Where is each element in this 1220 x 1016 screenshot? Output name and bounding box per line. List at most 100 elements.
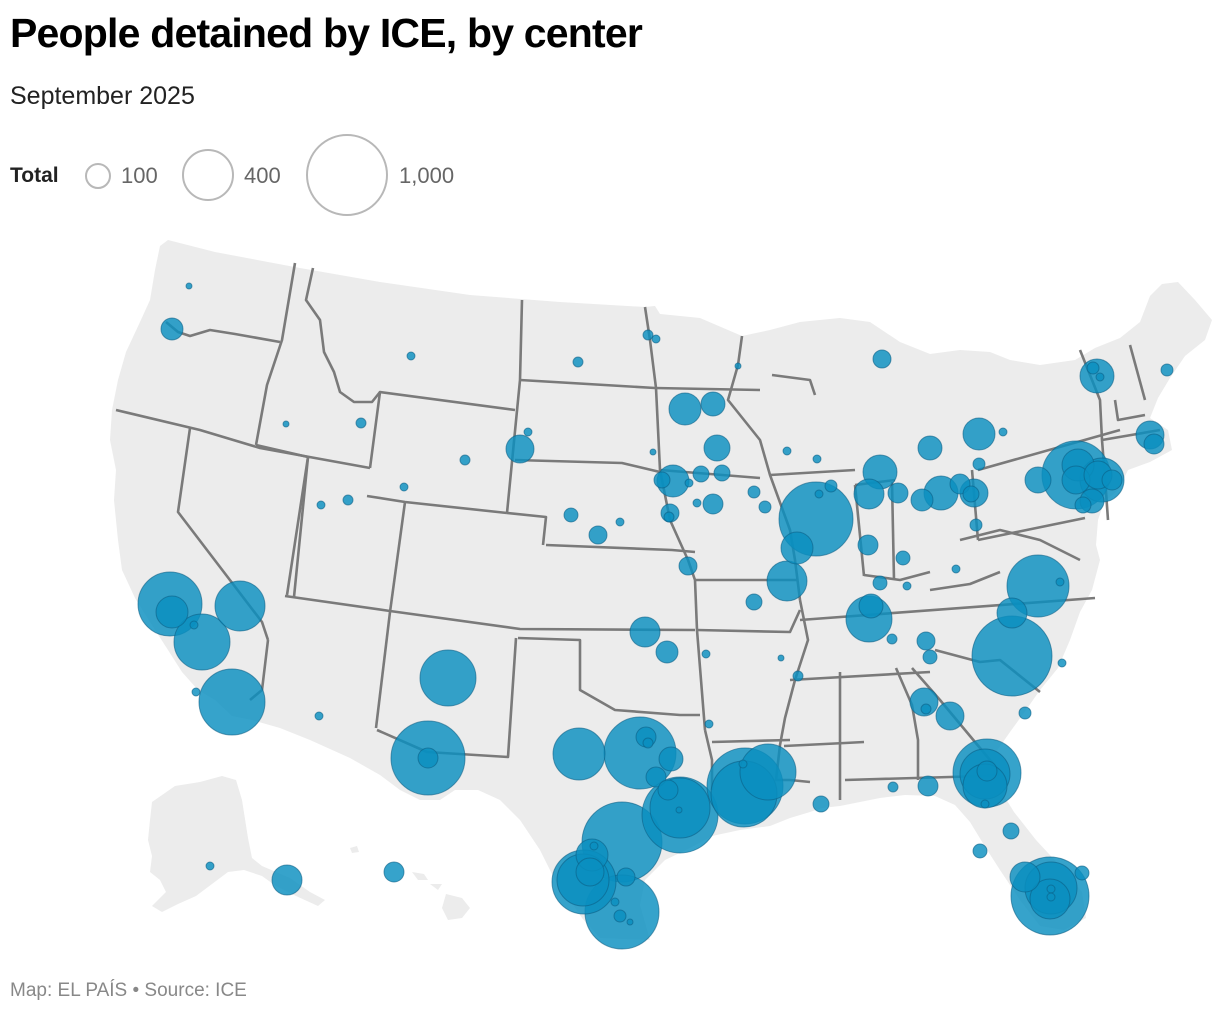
detention-center-bubble[interactable] — [675, 806, 683, 814]
detention-center-bubble[interactable] — [1101, 469, 1123, 491]
detention-center-bubble[interactable] — [701, 649, 711, 659]
detention-center-bubble[interactable] — [645, 766, 667, 788]
detention-center-bubble[interactable] — [572, 356, 584, 368]
detention-center-bubble[interactable] — [189, 620, 199, 630]
detention-center-bubble[interactable] — [1046, 884, 1056, 894]
detention-center-bubble[interactable] — [858, 593, 884, 619]
detention-center-bubble[interactable] — [692, 498, 702, 508]
detention-center-bubble[interactable] — [1006, 554, 1070, 618]
detention-center-bubble[interactable] — [692, 465, 710, 483]
detention-center-bubble[interactable] — [589, 841, 599, 851]
detention-center-bubble[interactable] — [160, 317, 184, 341]
detention-center-bubble[interactable] — [1086, 361, 1100, 375]
detention-center-bubble[interactable] — [951, 564, 961, 574]
detention-center-bubble[interactable] — [702, 493, 724, 515]
detention-center-bubble[interactable] — [316, 500, 326, 510]
detention-center-bubble[interactable] — [399, 482, 409, 492]
detention-center-bubble[interactable] — [271, 864, 303, 896]
detention-center-bubble[interactable] — [747, 485, 761, 499]
detention-center-bubble[interactable] — [1024, 466, 1052, 494]
detention-center-bubble[interactable] — [198, 668, 266, 736]
detention-center-bubble[interactable] — [419, 649, 477, 707]
detention-center-bubble[interactable] — [684, 478, 694, 488]
detention-center-bubble[interactable] — [383, 861, 405, 883]
detention-center-bubble[interactable] — [962, 485, 980, 503]
detention-center-bubble[interactable] — [523, 427, 533, 437]
detention-center-bubble[interactable] — [758, 500, 772, 514]
detention-center-bubble[interactable] — [704, 719, 714, 729]
detention-center-bubble[interactable] — [998, 427, 1008, 437]
detention-center-bubble[interactable] — [655, 640, 679, 664]
detention-center-bubble[interactable] — [552, 727, 606, 781]
detention-center-bubble[interactable] — [745, 593, 763, 611]
detention-center-bubble[interactable] — [853, 478, 885, 510]
detention-center-bubble[interactable] — [920, 703, 932, 715]
detention-center-bubble[interactable] — [616, 867, 636, 887]
detention-center-bubble[interactable] — [972, 843, 988, 859]
detention-center-bubble[interactable] — [173, 613, 231, 671]
detention-center-bubble[interactable] — [1143, 433, 1165, 455]
detention-center-bubble[interactable] — [1160, 363, 1174, 377]
detention-center-bubble[interactable] — [996, 597, 1028, 629]
detention-center-bubble[interactable] — [887, 781, 899, 793]
detention-center-bubble[interactable] — [610, 897, 620, 907]
detention-center-bubble[interactable] — [895, 550, 911, 566]
detention-center-bubble[interactable] — [406, 351, 416, 361]
detention-center-bubble[interactable] — [824, 479, 838, 493]
detention-center-bubble[interactable] — [214, 580, 266, 632]
detention-center-bubble[interactable] — [887, 482, 909, 504]
detention-center-bubble[interactable] — [902, 581, 912, 591]
detention-center-bubble[interactable] — [653, 471, 671, 489]
detention-center-bubble[interactable] — [872, 349, 892, 369]
detention-center-bubble[interactable] — [766, 560, 808, 602]
detention-center-bubble[interactable] — [1074, 865, 1090, 881]
detention-center-bubble[interactable] — [663, 511, 675, 523]
detention-center-bubble[interactable] — [588, 525, 608, 545]
detention-center-bubble[interactable] — [1046, 892, 1056, 902]
detention-center-bubble[interactable] — [314, 711, 324, 721]
detention-center-bubble[interactable] — [1057, 658, 1067, 668]
detention-center-bubble[interactable] — [1095, 372, 1105, 382]
detention-center-bubble[interactable] — [1074, 496, 1092, 514]
detention-center-bubble[interactable] — [700, 391, 726, 417]
detention-center-bubble[interactable] — [651, 334, 661, 344]
detention-center-bubble[interactable] — [980, 799, 990, 809]
detention-center-bubble[interactable] — [355, 417, 367, 429]
detention-center-bubble[interactable] — [205, 861, 215, 871]
detention-center-bubble[interactable] — [777, 654, 785, 662]
detention-center-bubble[interactable] — [191, 687, 201, 697]
detention-center-bubble[interactable] — [780, 531, 814, 565]
detention-center-bubble[interactable] — [886, 633, 898, 645]
detention-center-bubble[interactable] — [734, 362, 742, 370]
detention-center-bubble[interactable] — [812, 454, 822, 464]
detention-center-bubble[interactable] — [668, 392, 702, 426]
detention-center-bubble[interactable] — [613, 909, 627, 923]
detention-center-bubble[interactable] — [910, 488, 934, 512]
detention-center-bubble[interactable] — [739, 743, 797, 801]
detention-center-bubble[interactable] — [812, 795, 830, 813]
detention-center-bubble[interactable] — [678, 556, 698, 576]
detention-center-bubble[interactable] — [642, 329, 654, 341]
detention-center-bubble[interactable] — [976, 760, 998, 782]
detention-center-bubble[interactable] — [615, 517, 625, 527]
detention-center-bubble[interactable] — [657, 779, 679, 801]
detention-center-bubble[interactable] — [155, 595, 189, 629]
detention-center-bubble[interactable] — [658, 746, 684, 772]
detention-center-bubble[interactable] — [917, 435, 943, 461]
detention-center-bubble[interactable] — [857, 534, 879, 556]
detention-center-bubble[interactable] — [917, 775, 939, 797]
detention-center-bubble[interactable] — [459, 454, 471, 466]
detention-center-bubble[interactable] — [629, 616, 661, 648]
detention-center-bubble[interactable] — [703, 434, 731, 462]
detention-center-bubble[interactable] — [575, 857, 605, 887]
detention-center-bubble[interactable] — [649, 448, 657, 456]
detention-center-bubble[interactable] — [417, 747, 439, 769]
detention-center-bubble[interactable] — [626, 918, 634, 926]
detention-center-bubble[interactable] — [935, 701, 965, 731]
detention-center-bubble[interactable] — [505, 434, 535, 464]
detention-center-bubble[interactable] — [972, 457, 986, 471]
detention-center-bubble[interactable] — [1009, 861, 1041, 893]
detention-center-bubble[interactable] — [916, 631, 936, 651]
detention-center-bubble[interactable] — [642, 737, 654, 749]
detention-center-bubble[interactable] — [962, 417, 996, 451]
